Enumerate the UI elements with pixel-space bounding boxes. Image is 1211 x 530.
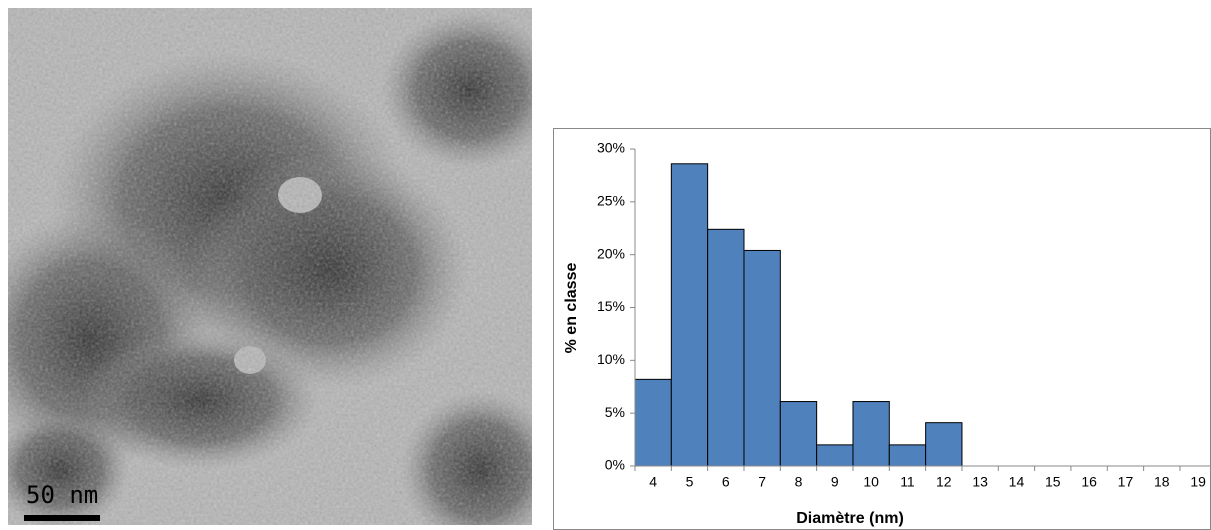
- scale-label: 50 nm: [26, 481, 98, 509]
- y-tick-label: 20%: [597, 245, 625, 261]
- bar: [670, 163, 709, 467]
- y-tick-label: 5%: [605, 404, 625, 420]
- bar: [779, 401, 818, 467]
- x-tick-label: 8: [795, 474, 803, 490]
- x-tick-label: 14: [1009, 474, 1025, 490]
- y-tick-label: 30%: [597, 140, 625, 156]
- x-tick-label: 5: [686, 474, 694, 490]
- x-tick-label: 9: [831, 474, 839, 490]
- x-tick-label: 13: [972, 474, 988, 490]
- bar: [634, 378, 672, 467]
- y-tick-label: 0%: [605, 457, 625, 473]
- x-tick-label: 4: [649, 474, 657, 490]
- y-tick-label: 15%: [597, 298, 625, 314]
- x-tick-label: 15: [1045, 474, 1061, 490]
- bar: [816, 444, 854, 467]
- x-tick-label: 17: [1118, 474, 1134, 490]
- bar: [852, 401, 890, 467]
- y-tick-label: 10%: [597, 351, 625, 367]
- bar: [743, 249, 781, 467]
- bar: [925, 422, 963, 467]
- x-tick-label: 7: [758, 474, 766, 490]
- x-tick-label: 6: [722, 474, 730, 490]
- y-axis-label: % en classe: [563, 263, 580, 354]
- chart-frame: [553, 128, 1211, 530]
- x-tick-label: 16: [1081, 474, 1097, 490]
- x-tick-label: 19: [1190, 474, 1206, 490]
- x-tick-label: 10: [863, 474, 879, 490]
- micrograph: 50 nm: [8, 8, 532, 525]
- x-tick-label: 12: [936, 474, 952, 490]
- bar: [888, 444, 927, 467]
- x-tick-label: 11: [900, 474, 915, 490]
- y-tick-label: 25%: [597, 193, 625, 209]
- x-axis-label: Diamètre (nm): [796, 510, 904, 527]
- x-tick-label: 18: [1154, 474, 1170, 490]
- bar: [707, 228, 745, 467]
